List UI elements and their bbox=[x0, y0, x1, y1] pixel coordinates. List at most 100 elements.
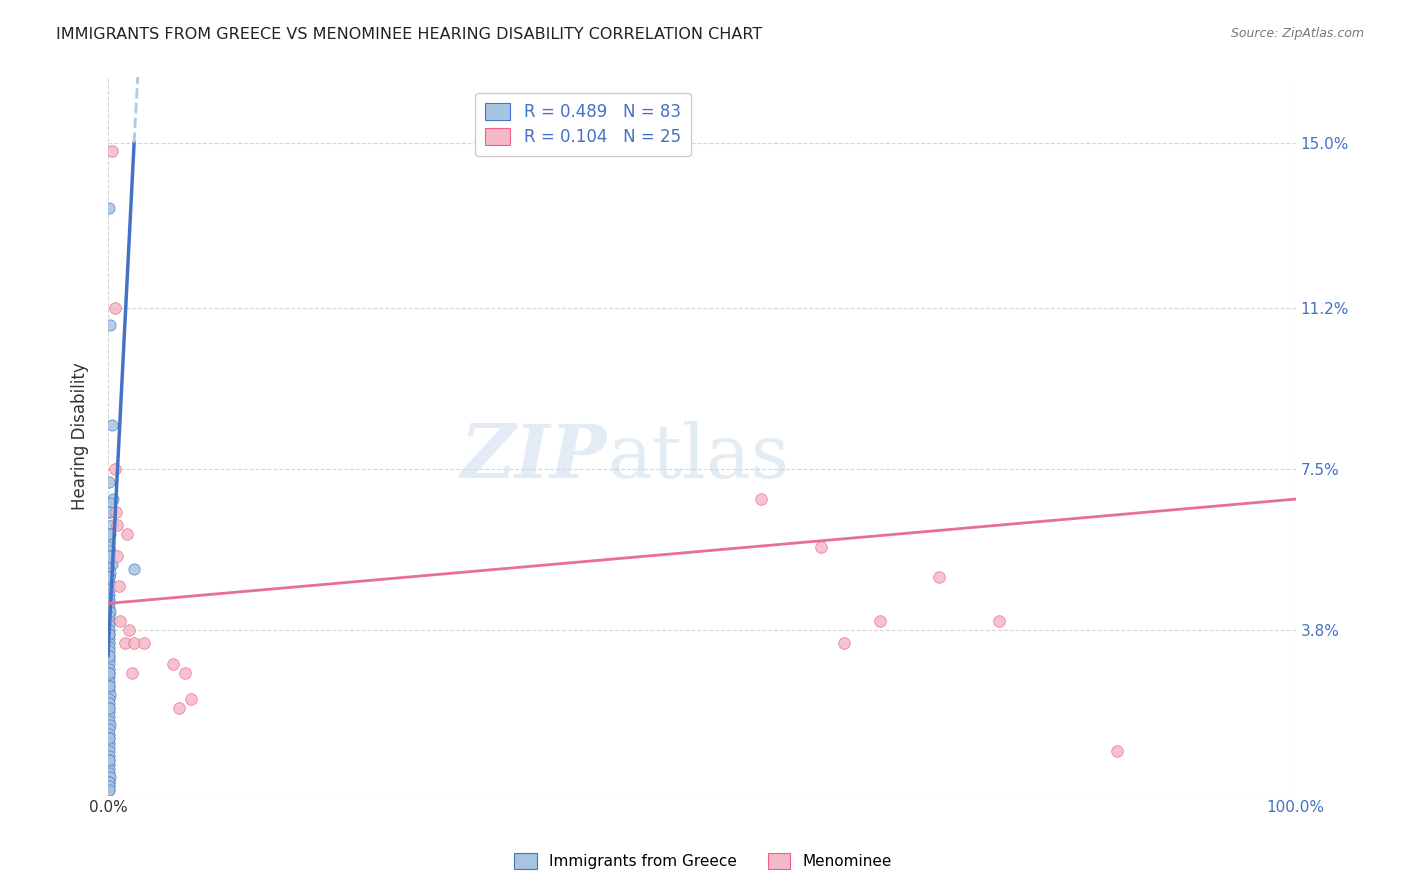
Point bbox=[98, 762, 121, 776]
Point bbox=[100, 418, 122, 433]
Point bbox=[98, 496, 121, 510]
Point bbox=[98, 683, 121, 698]
Point bbox=[98, 735, 121, 749]
Point bbox=[98, 692, 121, 706]
Legend: Immigrants from Greece, Menominee: Immigrants from Greece, Menominee bbox=[508, 847, 898, 875]
Point bbox=[98, 627, 121, 641]
Point bbox=[98, 540, 121, 554]
Point bbox=[115, 527, 138, 541]
Point bbox=[98, 753, 121, 767]
Point bbox=[174, 665, 197, 680]
Point bbox=[810, 540, 832, 554]
Point bbox=[98, 665, 121, 680]
Point bbox=[98, 783, 121, 797]
Point bbox=[98, 653, 121, 667]
Point bbox=[98, 709, 121, 723]
Point bbox=[98, 553, 121, 567]
Point bbox=[98, 318, 121, 333]
Point bbox=[98, 588, 121, 602]
Point bbox=[98, 748, 121, 763]
Point bbox=[98, 614, 121, 628]
Point bbox=[987, 614, 1010, 628]
Point bbox=[98, 679, 121, 693]
Point bbox=[1107, 744, 1129, 758]
Point bbox=[98, 640, 121, 654]
Point bbox=[98, 662, 121, 676]
Point bbox=[180, 692, 202, 706]
Point bbox=[98, 609, 121, 624]
Point bbox=[98, 549, 121, 563]
Point bbox=[98, 592, 121, 607]
Point bbox=[98, 731, 121, 746]
Point bbox=[118, 623, 141, 637]
Point bbox=[98, 574, 121, 589]
Point bbox=[98, 623, 121, 637]
Point bbox=[98, 731, 121, 746]
Point bbox=[98, 605, 121, 619]
Point bbox=[104, 461, 127, 475]
Point bbox=[98, 774, 121, 789]
Point bbox=[98, 770, 121, 784]
Point bbox=[98, 583, 121, 598]
Point bbox=[98, 665, 121, 680]
Point bbox=[98, 744, 121, 758]
Point bbox=[98, 570, 121, 584]
Point bbox=[162, 657, 184, 672]
Text: atlas: atlas bbox=[607, 421, 789, 494]
Point bbox=[98, 739, 121, 754]
Point bbox=[98, 688, 121, 702]
Point bbox=[98, 766, 121, 780]
Point bbox=[98, 618, 121, 632]
Point bbox=[105, 505, 128, 519]
Text: IMMIGRANTS FROM GREECE VS MENOMINEE HEARING DISABILITY CORRELATION CHART: IMMIGRANTS FROM GREECE VS MENOMINEE HEAR… bbox=[56, 27, 762, 42]
Point bbox=[98, 505, 121, 519]
Point bbox=[98, 566, 121, 580]
Y-axis label: Hearing Disability: Hearing Disability bbox=[72, 362, 89, 510]
Point bbox=[98, 679, 121, 693]
Point bbox=[98, 644, 121, 658]
Point bbox=[98, 779, 121, 793]
Point bbox=[101, 492, 124, 507]
Point bbox=[98, 535, 121, 549]
Point bbox=[98, 774, 121, 789]
Point bbox=[98, 475, 121, 489]
Point bbox=[98, 727, 121, 741]
Point bbox=[98, 505, 121, 519]
Point bbox=[98, 579, 121, 593]
Point bbox=[98, 670, 121, 684]
Point bbox=[167, 700, 190, 714]
Point bbox=[98, 627, 121, 641]
Point bbox=[114, 635, 136, 649]
Point bbox=[832, 635, 855, 649]
Point bbox=[100, 558, 122, 572]
Point bbox=[98, 714, 121, 728]
Point bbox=[107, 518, 129, 533]
Text: ZIP: ZIP bbox=[461, 421, 607, 494]
Point bbox=[928, 570, 950, 584]
Point bbox=[98, 549, 121, 563]
Point bbox=[107, 549, 129, 563]
Point bbox=[98, 700, 121, 714]
Point bbox=[100, 145, 122, 159]
Point bbox=[98, 700, 121, 714]
Text: Source: ZipAtlas.com: Source: ZipAtlas.com bbox=[1230, 27, 1364, 40]
Legend: R = 0.489   N = 83, R = 0.104   N = 25: R = 0.489 N = 83, R = 0.104 N = 25 bbox=[475, 93, 690, 156]
Point bbox=[98, 753, 121, 767]
Point bbox=[104, 301, 127, 315]
Point bbox=[98, 635, 121, 649]
Point bbox=[869, 614, 891, 628]
Point bbox=[98, 544, 121, 558]
Point bbox=[98, 600, 121, 615]
Point bbox=[122, 635, 145, 649]
Point bbox=[98, 570, 121, 584]
Point bbox=[98, 657, 121, 672]
Point bbox=[100, 518, 122, 533]
Point bbox=[98, 562, 121, 576]
Point bbox=[98, 549, 121, 563]
Point bbox=[98, 527, 121, 541]
Point bbox=[108, 614, 131, 628]
Point bbox=[98, 718, 121, 732]
Point bbox=[749, 492, 772, 507]
Point bbox=[121, 665, 143, 680]
Point bbox=[107, 579, 129, 593]
